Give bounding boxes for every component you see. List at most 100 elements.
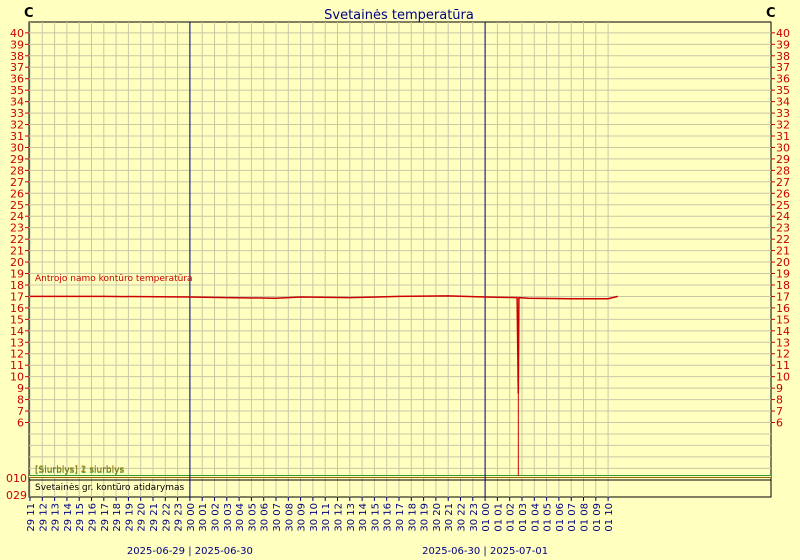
y-tick-label-left: 6 [17,417,24,430]
x-tick-label: 01 01 [493,503,504,532]
x-tick-label: 29 19 [124,503,135,532]
y-tick-label-left: 31 [10,130,24,143]
y-tick-label-right: 14 [776,325,790,338]
x-tick-label: 30 16 [383,503,394,532]
x-tick-label: 30 15 [370,503,381,532]
x-tick-label: 01 07 [567,503,578,532]
y-tick-label-right: 16 [776,302,790,315]
y-tick-label-left: 16 [10,302,24,315]
y-tick-label-right: 33 [776,107,790,120]
x-tick-label: 30 22 [457,503,468,532]
y-tick-label-left: 22 [10,233,24,246]
x-tick-label: 29 16 [88,503,99,532]
y-tick-label-left: 34 [10,96,24,109]
y-tick-label-left: 9 [17,382,24,395]
y-tick-label-right: 27 [776,176,790,189]
y-tick-label-right: 26 [776,187,790,200]
y-tick-label-left: 38 [10,50,24,63]
y-tick-label-left: 18 [10,279,24,292]
pump-2-label: [Siurblys] 2 siurblys [35,465,124,475]
y-tick-label-left: 39 [10,38,24,51]
x-tick-label: 30 19 [420,503,431,532]
x-tick-label: 01 04 [530,503,541,532]
lower-y-label-029: 029 [6,489,27,502]
y-tick-label-right: 8 [776,394,783,407]
y-tick-label-right: 28 [776,164,790,177]
day-boundary-label: 2025-06-29 | 2025-06-30 [127,546,253,557]
y-tick-label-left: 28 [10,164,24,177]
y-tick-label-right: 22 [776,233,790,246]
pump-band [29,475,771,478]
y-tick-label-right: 7 [776,405,783,418]
x-tick-label: 29 13 [51,503,62,532]
y-tick-label-left: 27 [10,176,24,189]
x-tick-label: 01 05 [543,503,554,532]
y-tick-label-right: 13 [776,336,790,349]
y-tick-label-left: 24 [10,210,24,223]
y-tick-label-right: 37 [776,61,790,74]
lower-panel [29,475,771,481]
y-tick-label-left: 25 [10,199,24,212]
y-tick-label-left: 11 [10,359,24,372]
lower-y-label-010: 010 [6,472,27,485]
day-boundaries: 2025-06-29 | 2025-06-30 2025-06-30 | 2025… [127,22,548,557]
x-tick-label: 01 08 [580,503,591,532]
x-tick-label: 29 17 [100,503,111,532]
y-tick-label-left: 7 [17,405,24,418]
chart-title: Svetainės temperatūra [324,8,474,23]
y-tick-label-right: 39 [776,38,790,51]
circuit-opening-label: Svetainės gr. kontūro atidarymas [35,483,185,493]
y-tick-label-right: 23 [776,222,790,235]
y-tick-label-right: 17 [776,290,790,303]
x-tick-label: 01 09 [592,503,603,532]
x-tick-label: 30 09 [297,503,308,532]
y-tick-label-left: 26 [10,187,24,200]
y-tick-label-right: 20 [776,256,790,269]
series-label: Antrojo namo kontūro temperatūra [35,274,193,284]
x-tick-label: 30 06 [260,503,271,532]
x-tick-label: 30 17 [395,503,406,532]
y-axis-right: 6789101112131415161718192021222324252627… [776,27,790,430]
x-tick-label: 30 02 [211,503,222,532]
y-tick-label-right: 25 [776,199,790,212]
day-boundary-label: 2025-06-30 | 2025-07-01 [422,546,548,557]
y-tick-label-left: 21 [10,245,24,258]
y-tick-label-right: 15 [776,313,790,326]
y-tick-label-left: 19 [10,268,24,281]
x-tick-label: 01 03 [518,503,529,532]
x-tick-label: 29 20 [137,503,148,532]
y-tick-label-right: 31 [776,130,790,143]
y-tick-label-left: 15 [10,313,24,326]
y-tick-label-right: 29 [776,153,790,166]
x-tick-label: 30 08 [284,503,295,532]
x-tick-label: 29 21 [149,503,160,532]
y-tick-label-right: 35 [776,84,790,97]
y-tick-label-right: 6 [776,417,783,430]
x-tick-label: 01 06 [555,503,566,532]
y-unit-left: C [24,6,34,21]
x-tick-label: 29 12 [38,503,49,532]
grid [25,21,775,501]
y-tick-label-left: 33 [10,107,24,120]
series-group [30,295,619,476]
y-tick-label-left: 32 [10,119,24,132]
plot-frame [28,21,772,498]
y-tick-label-right: 11 [776,359,790,372]
x-tick-label: 30 10 [309,503,320,532]
x-tick-label: 29 14 [63,503,74,532]
y-tick-label-left: 23 [10,222,24,235]
y-tick-label-right: 9 [776,382,783,395]
x-tick-label: 01 00 [481,503,492,532]
y-tick-label-right: 36 [776,73,790,86]
x-tick-label: 30 21 [444,503,455,532]
x-tick-label: 30 20 [432,503,443,532]
y-tick-label-left: 36 [10,73,24,86]
x-tick-label: 01 02 [506,503,517,532]
y-tick-label-left: 17 [10,290,24,303]
y-unit-right: C [766,6,776,21]
x-tick-label: 30 14 [358,503,369,532]
y-tick-label-right: 34 [776,96,790,109]
x-tick-label: 29 18 [112,503,123,532]
x-tick-label: 29 11 [26,503,37,532]
